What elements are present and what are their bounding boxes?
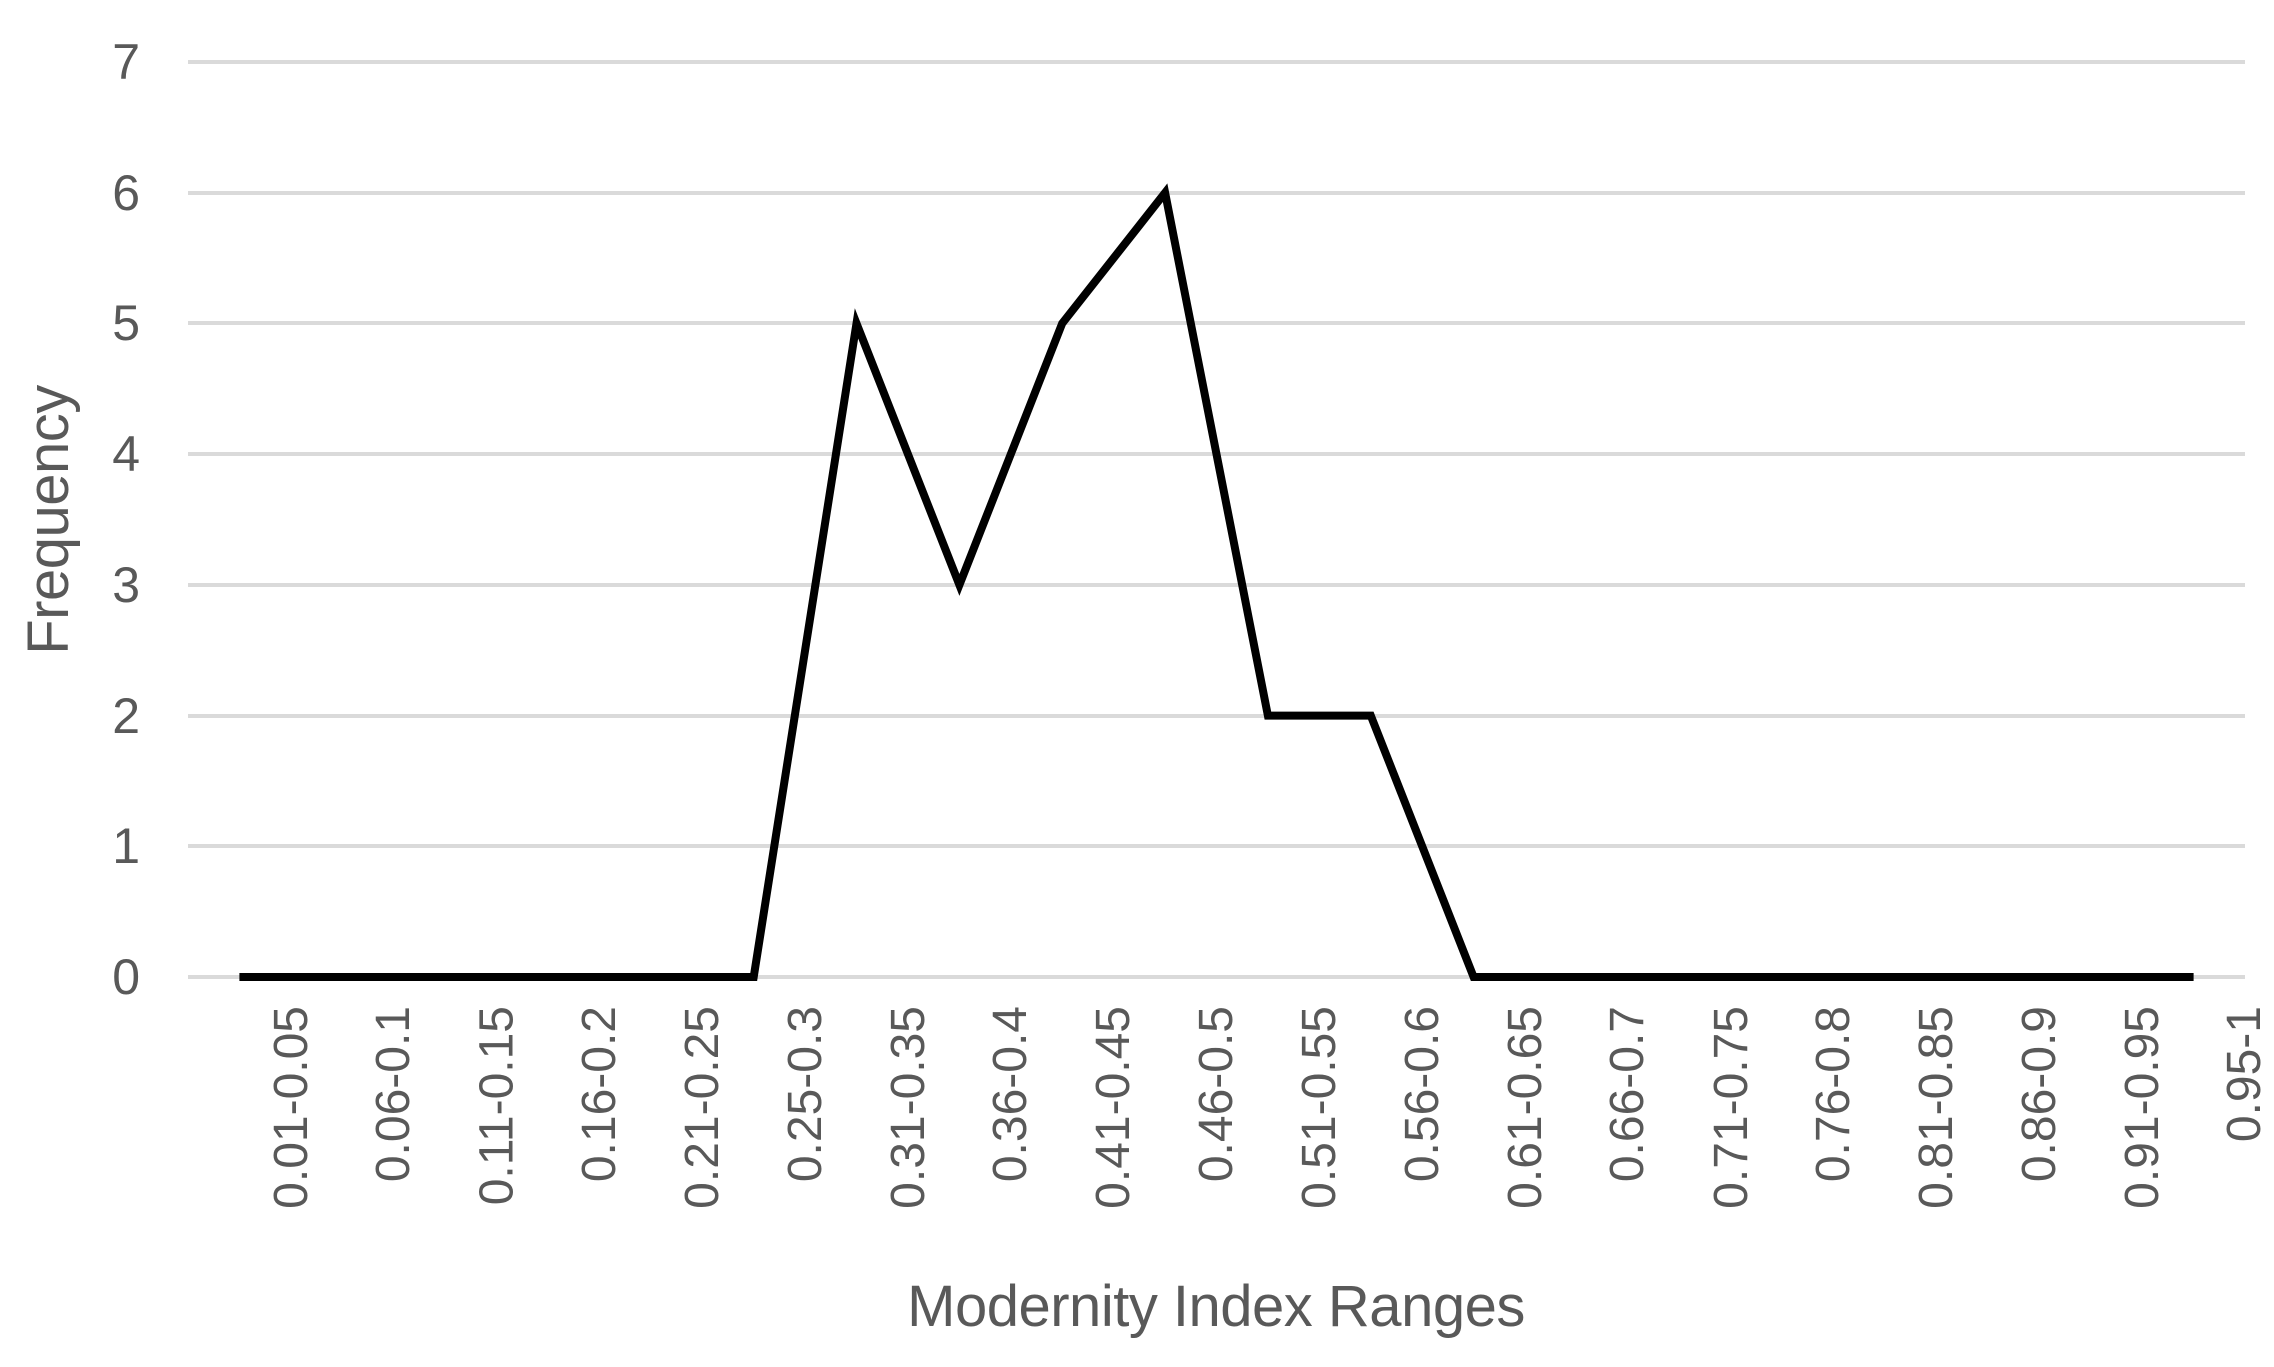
x-axis-tick-label: 0.71-0.75 <box>1704 1006 1758 1209</box>
y-axis-tick-label: 1 <box>112 818 140 875</box>
y-axis-tick-label: 5 <box>112 295 140 352</box>
y-axis-tick-label: 4 <box>112 426 140 483</box>
x-axis-tick-label: 0.41-0.45 <box>1087 1006 1141 1209</box>
gridline <box>188 844 2245 849</box>
x-axis-tick-label: 0.11-0.15 <box>470 1006 524 1206</box>
x-axis-tick-label: 0.91-0.95 <box>2115 1006 2169 1209</box>
x-axis-tick-label: 0.01-0.05 <box>264 1006 318 1209</box>
gridline <box>188 975 2245 979</box>
x-axis-tick-label: 0.06-0.1 <box>367 1006 421 1183</box>
y-axis-tick-label: 7 <box>112 34 140 90</box>
y-axis-tick-label: 0 <box>112 949 140 1005</box>
y-axis-tick-label: 6 <box>112 164 140 221</box>
x-axis-tick-label: 0.16-0.2 <box>572 1006 626 1183</box>
gridline <box>188 190 2245 195</box>
y-axis-tick-label: 2 <box>112 687 140 744</box>
gridline <box>188 582 2245 587</box>
x-axis-tick-label: 0.25-0.3 <box>778 1006 832 1183</box>
y-axis-title: Frequency <box>16 385 81 655</box>
x-axis-tick-label: 0.31-0.35 <box>881 1006 935 1209</box>
x-axis-tick-label: 0.51-0.55 <box>1292 1006 1346 1209</box>
x-axis-tick-label: 0.56-0.6 <box>1395 1006 1449 1183</box>
frequency-line-series <box>239 183 2194 981</box>
x-axis-tick-label: 0.86-0.9 <box>2012 1006 2066 1183</box>
gridline <box>188 321 2245 326</box>
y-axis-tick-label: 3 <box>112 556 140 613</box>
x-axis-tick-label: 0.61-0.65 <box>1498 1006 1552 1209</box>
x-axis-tick-label: 0.66-0.7 <box>1601 1006 1655 1183</box>
gridline <box>188 60 2245 64</box>
x-axis-tick-label: 0.21-0.25 <box>675 1006 729 1209</box>
x-axis-title: Modernity Index Ranges <box>907 1274 1525 1339</box>
x-axis-tick-label: 0.81-0.85 <box>1910 1006 1964 1209</box>
x-axis-tick-label: 0.95-1 <box>2218 1006 2272 1143</box>
x-axis-tick-label: 0.46-0.5 <box>1190 1006 1244 1183</box>
gridline <box>188 713 2245 718</box>
x-axis-tick-label: 0.36-0.4 <box>984 1006 1038 1183</box>
x-axis-tick-label: 0.76-0.8 <box>1807 1006 1861 1183</box>
